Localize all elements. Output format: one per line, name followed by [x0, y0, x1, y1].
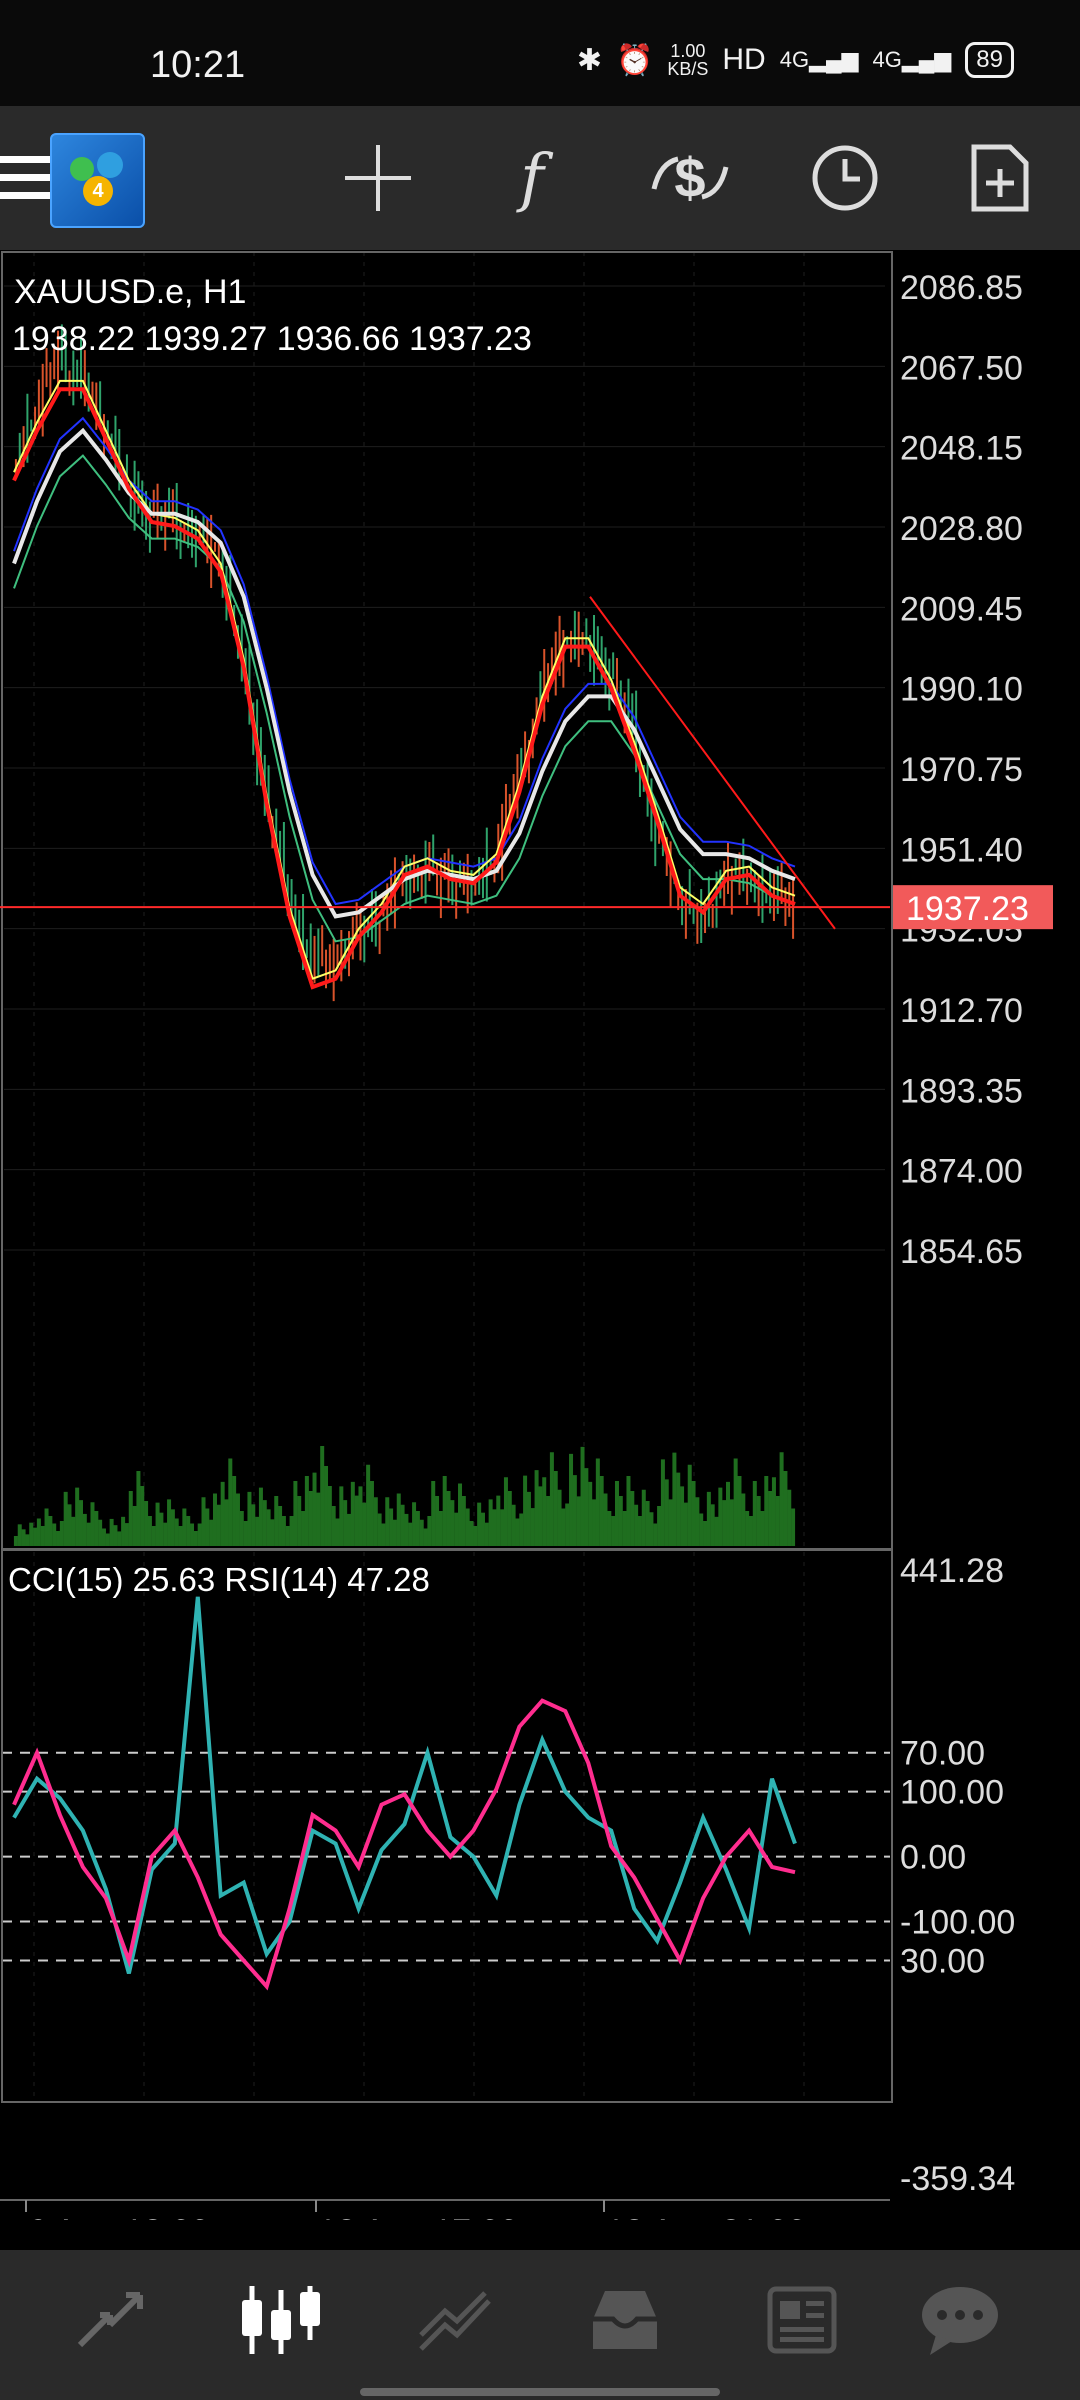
ma-white-line [12, 427, 796, 919]
moving-averages [12, 379, 836, 990]
osc-level-label: 100.00 [900, 1774, 1004, 1812]
price-tick-label: 2067.50 [900, 349, 1023, 387]
battery-icon: 89 [965, 42, 1014, 78]
price-tick-label: 1951.40 [900, 831, 1023, 869]
time-tick-label: 6 Aug 13:00 [28, 2213, 210, 2220]
ma-red-line [12, 387, 796, 990]
osc-level-label: -100.00 [900, 1904, 1015, 1942]
oscillator-label: CCI(15) 25.63 RSI(14) 47.28 [8, 1561, 430, 1598]
price-tag-bg [893, 885, 1053, 930]
osc-bottom-label: -359.34 [900, 2160, 1015, 2198]
speed-value: 1.00 [670, 41, 706, 61]
trade-nav-icon[interactable] [400, 2270, 510, 2370]
chart-symbol: XAUUSD.e, H1 [14, 273, 246, 311]
price-axis: 2086.85 2067.50 2048.15 2028.80 2009.45 1990.… [900, 269, 1023, 1271]
network-speed: 1.00 KB/S [667, 42, 708, 78]
alarm-icon: ⏰ [615, 43, 654, 77]
ma-green-line [13, 454, 796, 943]
trendline [589, 596, 836, 930]
rsi-line [12, 1698, 796, 1991]
trade-icon[interactable]: $ [640, 128, 740, 228]
status-time: 10:21 [150, 44, 246, 86]
chart-ohlc: 1938.22 1939.27 1936.66 1937.23 [12, 320, 532, 358]
svg-text:$: $ [674, 146, 705, 209]
price-tick-label: 2086.85 [900, 269, 1023, 307]
osc-level-label: 70.00 [900, 1735, 985, 1773]
ma-yellow-line [13, 379, 796, 980]
indicators-icon[interactable]: f [520, 141, 544, 215]
app-logo[interactable]: 4 [50, 133, 145, 228]
speed-unit: KB/S [667, 59, 709, 79]
osc-level-label: 0.00 [900, 1839, 966, 1877]
price-tick-label: 1854.65 [900, 1233, 1023, 1271]
current-price-line: 1937.23 [0, 885, 1053, 930]
hd-indicator: HD [722, 43, 766, 76]
osc-top-label: 441.28 [900, 1552, 1004, 1590]
new-order-icon[interactable] [950, 128, 1050, 228]
signal-icon-1: 4G▂▄▆ [779, 47, 859, 72]
price-tick-label: 1912.70 [900, 992, 1023, 1030]
price-tick-label: 1874.00 [900, 1153, 1023, 1191]
status-bar: 10:21 ✱ ⏰ 1.00 KB/S HD 4G▂▄▆ 4G▂▄▆ 89 [0, 0, 1080, 106]
price-tick-label: 1970.75 [900, 751, 1023, 789]
chart-area[interactable]: 70.00 100.00 0.00 -100.00 30.00 441.28 -359.34… [0, 250, 1080, 2251]
price-tick-label: 1893.35 [900, 1072, 1023, 1110]
osc-level-label: 30.00 [900, 1943, 985, 1981]
status-icons: ✱ ⏰ 1.00 KB/S HD 4G▂▄▆ 4G▂▄▆ 89 [577, 42, 1014, 78]
time-tick-label: 12 Aug 17:00 [318, 2213, 518, 2220]
price-tag-label: 1937.23 [906, 890, 1029, 928]
chart-icon[interactable] [226, 2270, 336, 2370]
signal-icon-2: 4G▂▄▆ [872, 47, 952, 72]
quotes-icon[interactable] [55, 2270, 165, 2370]
cci-line [12, 1596, 797, 1975]
price-tick-label: 1990.10 [900, 671, 1023, 709]
period-icon[interactable] [795, 128, 895, 228]
price-tick-label: 2048.15 [900, 430, 1023, 468]
price-tick-label: 2009.45 [900, 590, 1023, 628]
time-tick-label: 18 Aug 21:00 [606, 2213, 806, 2220]
volume-bars [13, 1446, 796, 1546]
oscillator-panel-frame [1, 1549, 893, 2103]
bottom-nav [0, 2250, 1080, 2400]
toolbar: f $ [0, 106, 1080, 250]
gesture-bar[interactable] [360, 2388, 720, 2396]
bluetooth-icon: ✱ [576, 43, 602, 77]
chat-icon[interactable] [905, 2270, 1015, 2370]
price-tick-label: 2028.80 [900, 510, 1023, 548]
news-icon[interactable] [745, 2270, 855, 2370]
svg-text:4: 4 [92, 180, 104, 202]
menu-icon[interactable] [0, 128, 70, 228]
crosshair-icon[interactable] [328, 128, 428, 228]
history-icon[interactable] [570, 2270, 680, 2370]
